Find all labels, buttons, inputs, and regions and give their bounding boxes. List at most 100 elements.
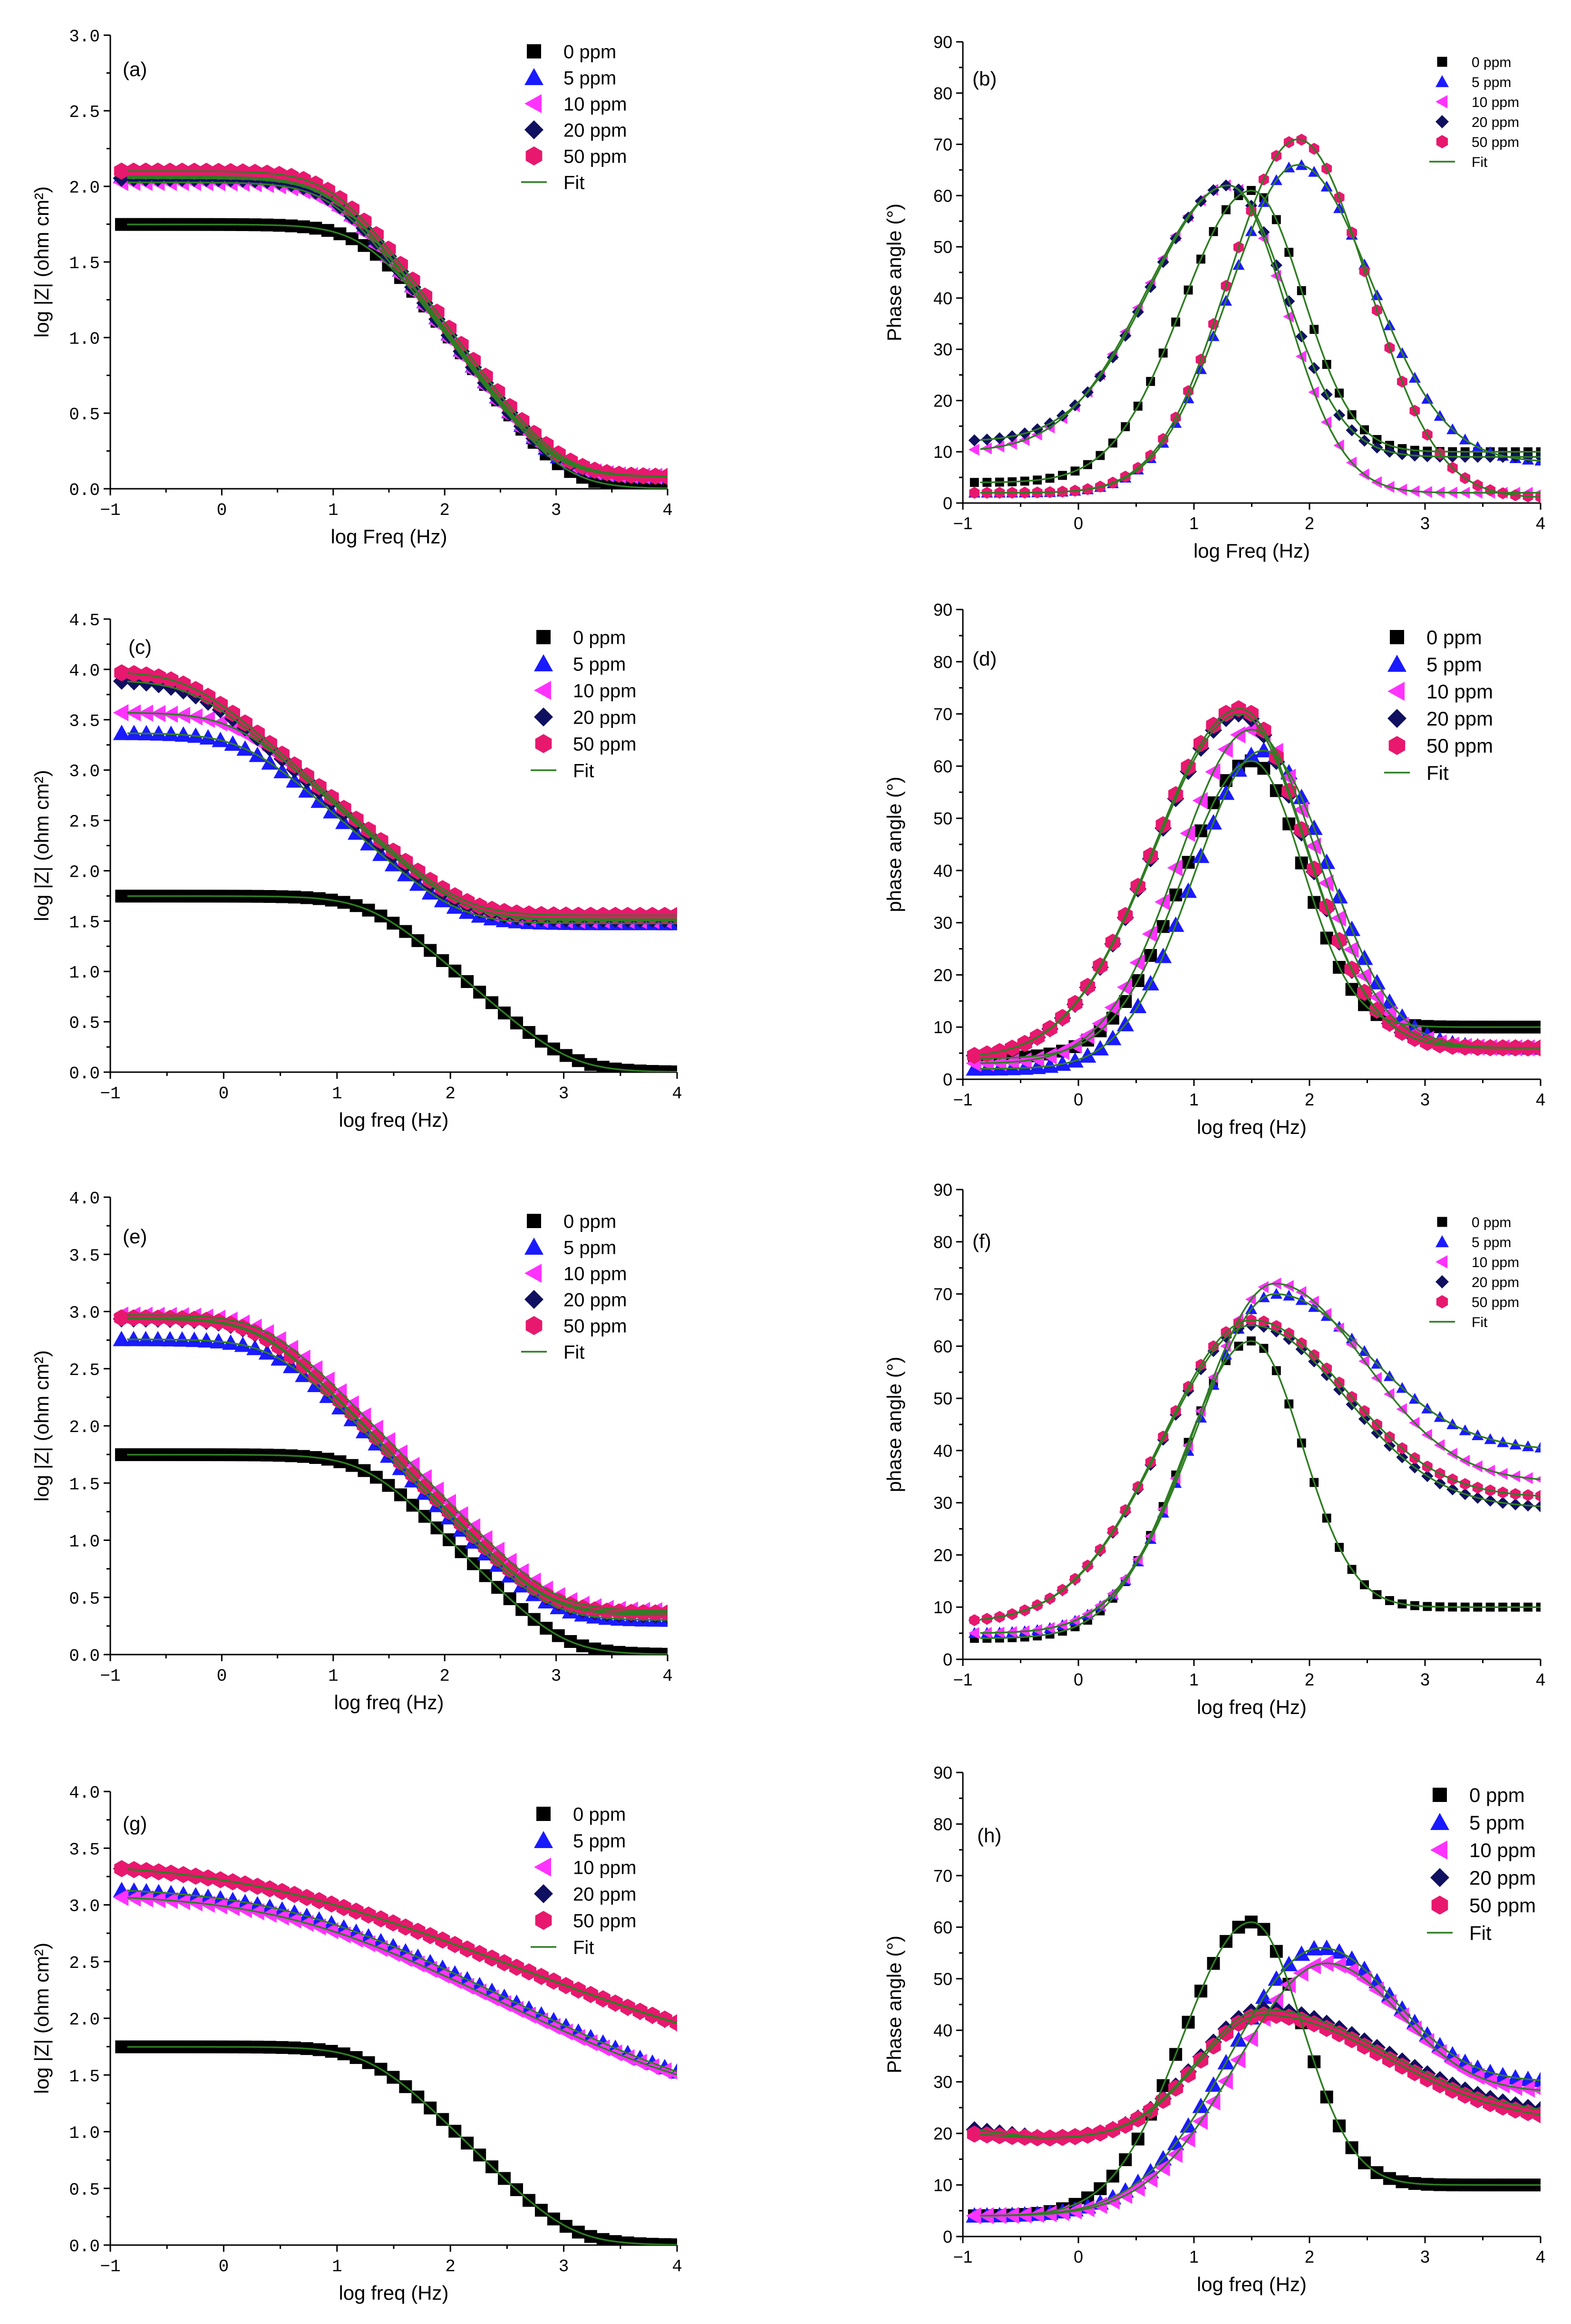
x-tick-label: 3 xyxy=(559,1084,569,1104)
fit-line xyxy=(127,181,668,478)
fit-line xyxy=(980,1282,1541,1634)
data-point xyxy=(198,1332,215,1348)
y-tick-label: 0.0 xyxy=(69,2237,100,2256)
data-point xyxy=(1041,1057,1059,1073)
data-point xyxy=(669,2070,677,2080)
fit-line xyxy=(127,895,677,1072)
x-tick-label: 2 xyxy=(1305,2247,1314,2266)
y-tick-label: 3.5 xyxy=(69,712,100,731)
x-tick-label: 2 xyxy=(445,1084,456,1104)
y-tick-label: 70 xyxy=(933,1866,952,1886)
x-tick-label: 3 xyxy=(1420,1090,1430,1109)
legend-marker xyxy=(534,1831,553,1848)
legend-marker xyxy=(1430,1868,1449,1887)
legend-label: Fit xyxy=(563,172,584,193)
legend-label: Fit xyxy=(1472,1315,1488,1330)
y-axis-label: log |Z| (ohm cm²) xyxy=(30,1350,53,1501)
legend-marker xyxy=(536,630,551,644)
plot-area xyxy=(966,700,1541,1076)
data-point xyxy=(113,1888,129,1906)
legend-marker xyxy=(535,734,552,753)
fit-line xyxy=(127,170,668,477)
y-tick-label: 10 xyxy=(933,2176,952,2195)
y-tick-label: 40 xyxy=(933,2021,952,2040)
fit-line xyxy=(980,1921,1541,2217)
y-tick-label: 1.0 xyxy=(69,963,100,983)
fit-line xyxy=(127,177,668,477)
legend-label: 20 ppm xyxy=(1472,1275,1519,1290)
data-point xyxy=(114,1309,129,1327)
y-tick-label: 50 xyxy=(933,1389,952,1408)
x-tick-label: 1 xyxy=(1189,1670,1199,1689)
legend-marker xyxy=(1435,95,1448,108)
legend-marker xyxy=(524,94,542,113)
x-tick-label: 4 xyxy=(672,2257,682,2276)
legend-label: 5 ppm xyxy=(1472,1235,1511,1250)
y-tick-label: 90 xyxy=(933,1763,952,1782)
legend-marker xyxy=(1437,57,1447,67)
legend-marker xyxy=(1435,115,1449,128)
data-point xyxy=(649,1647,662,1655)
legend-marker xyxy=(1435,75,1449,87)
y-tick-label: 0.5 xyxy=(69,1014,100,1033)
panel-label: (f) xyxy=(972,1230,991,1252)
x-tick-label: 2 xyxy=(1305,1670,1314,1689)
panel-e: −1 0 1 2 3 4 0.0 0.5 1.0 1.5 2.0 2.5 3.0 3.5 4.0 log fr… xyxy=(30,1189,673,1714)
x-tick-label: 2 xyxy=(439,501,450,520)
data-point xyxy=(658,1065,671,1072)
fit-line xyxy=(127,1897,677,2076)
legend-label: Fit xyxy=(573,1937,594,1958)
legend-label: 0 ppm xyxy=(1469,1784,1525,1806)
data-point xyxy=(234,1336,252,1352)
panel-c: −1 0 1 2 3 4 0.0 0.5 1.0 1.5 2.0 2.5 3.0 3.5 4.0 4.5 log… xyxy=(30,611,682,1131)
y-axis-label: phase angle (°) xyxy=(883,776,905,912)
x-tick-label: 1 xyxy=(332,1084,342,1104)
legend-label: 5 ppm xyxy=(573,1830,626,1851)
plot-area xyxy=(113,664,677,1072)
data-point xyxy=(970,478,979,487)
legend: 0 ppm 5 ppm 10 ppm 20 ppm 50 ppm Fit xyxy=(1427,1784,1536,1944)
data-point xyxy=(187,727,204,743)
fit-line xyxy=(127,1453,668,1655)
series-0-ppm xyxy=(115,1448,668,1655)
x-tick-label: 2 xyxy=(445,2257,456,2276)
y-tick-label: 2.5 xyxy=(69,1954,100,1973)
legend-marker xyxy=(527,1214,541,1228)
y-tick-label: 0 xyxy=(943,494,952,513)
fit-line xyxy=(980,164,1541,494)
fit-line xyxy=(127,1338,668,1621)
legend-label: Fit xyxy=(573,760,594,781)
plot-area xyxy=(968,134,1541,503)
panel-label: (a) xyxy=(123,58,147,80)
data-point xyxy=(1003,1060,1021,1075)
x-tick-label: 0 xyxy=(1074,513,1083,533)
legend-marker xyxy=(534,1884,553,1903)
fit-line xyxy=(980,1946,1541,2217)
data-point xyxy=(125,725,143,740)
legend-marker xyxy=(524,1290,543,1309)
x-tick-label: 4 xyxy=(1536,513,1545,533)
data-point xyxy=(115,890,128,903)
legend-marker xyxy=(525,1316,543,1335)
fit-line xyxy=(980,1324,1541,1621)
x-tick-label: −1 xyxy=(953,1670,972,1689)
legend-label: 20 ppm xyxy=(573,707,636,728)
y-tick-label: 0 xyxy=(943,1650,952,1669)
x-tick-label: 4 xyxy=(672,1084,682,1104)
legend-label: 5 ppm xyxy=(1472,75,1511,90)
x-tick-label: 4 xyxy=(1536,2247,1545,2266)
y-tick-label: 2.0 xyxy=(69,1418,100,1437)
y-tick-label: 40 xyxy=(933,289,952,308)
legend-label: 10 ppm xyxy=(573,1857,636,1878)
data-point xyxy=(1028,1058,1046,1075)
legend-marker xyxy=(1388,736,1406,755)
x-tick-label: 4 xyxy=(1536,1670,1545,1689)
legend-marker xyxy=(534,707,553,726)
x-axis-label: log freq (Hz) xyxy=(1197,1116,1307,1138)
y-tick-label: 3.5 xyxy=(69,1840,100,1859)
legend-label: 20 ppm xyxy=(573,1884,636,1905)
y-tick-label: 2.5 xyxy=(69,813,100,832)
x-tick-label: 0 xyxy=(1074,1090,1083,1109)
